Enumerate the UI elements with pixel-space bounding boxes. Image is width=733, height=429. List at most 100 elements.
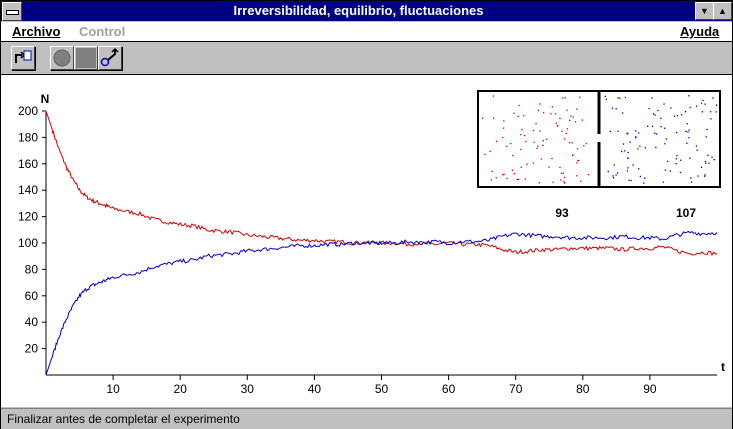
- x-tick-label-80: 80: [576, 382, 590, 396]
- y-tick-label-60: 60: [25, 289, 39, 303]
- particle-left: [520, 134, 522, 136]
- particle-left: [532, 129, 535, 132]
- particle-right: [635, 136, 637, 139]
- particle-right: [617, 172, 619, 174]
- particle-right: [673, 115, 676, 117]
- particle-left: [585, 142, 587, 145]
- particle-left: [556, 125, 558, 127]
- title-bar[interactable]: Irreversibilidad, equilibrio, fluctuacio…: [1, 1, 732, 21]
- particle-left: [578, 159, 580, 162]
- chart: N t 20 40 60 80 100 120 140 160 180 200 10 20 30 40 50…: [18, 90, 725, 396]
- particle-left: [542, 144, 544, 146]
- particle-right: [680, 114, 683, 116]
- minimize-icon[interactable]: ▼: [695, 2, 714, 20]
- particle-right: [627, 167, 629, 169]
- y-tick-label-20: 20: [25, 342, 39, 356]
- particle-box: [477, 90, 721, 188]
- menu-bar: Archivo Control Ayuda: [1, 22, 732, 42]
- menu-ayuda[interactable]: Ayuda: [680, 24, 719, 39]
- particle-left: [532, 162, 534, 164]
- particle-right: [623, 150, 626, 152]
- particle-right: [688, 129, 690, 131]
- particle-right: [654, 132, 656, 134]
- particle-right: [700, 166, 703, 168]
- particle-left: [583, 145, 585, 147]
- particle-right: [613, 164, 615, 166]
- left-count: 93: [555, 206, 569, 220]
- particle-left: [518, 104, 520, 107]
- particle-right: [655, 146, 657, 149]
- particle-left: [576, 162, 578, 164]
- particle-left: [502, 174, 504, 176]
- particle-left: [511, 169, 514, 171]
- particle-right: [703, 175, 706, 177]
- particle-left: [503, 120, 505, 122]
- particle-left: [587, 174, 590, 176]
- particle-left: [574, 121, 577, 123]
- menu-ayuda-label: Ayuda: [680, 24, 720, 39]
- particle-left: [523, 115, 525, 117]
- particle-left: [502, 136, 504, 139]
- particle-left: [562, 97, 564, 99]
- particle-right: [615, 174, 617, 176]
- menu-control-label: Control: [79, 24, 126, 39]
- particle-left: [539, 103, 541, 105]
- particle-right: [627, 157, 629, 159]
- particle-right: [670, 107, 672, 109]
- particle-right: [665, 138, 667, 140]
- menu-archivo[interactable]: Archivo: [12, 24, 60, 39]
- particle-left: [502, 127, 505, 129]
- particle-left: [524, 178, 526, 180]
- stop-button[interactable]: [74, 46, 98, 70]
- particle-left: [533, 141, 535, 143]
- particle-left: [565, 132, 567, 134]
- y-tick-label-100: 100: [18, 236, 38, 250]
- particle-left: [536, 147, 538, 149]
- step-button[interactable]: [98, 46, 122, 70]
- particle-left: [538, 182, 540, 184]
- right-count: 107: [676, 206, 696, 220]
- particle-right: [615, 108, 617, 110]
- particle-left: [562, 172, 564, 174]
- particle-left: [517, 178, 520, 181]
- particle-left: [559, 166, 561, 168]
- particle-right: [708, 162, 710, 164]
- particle-right: [643, 182, 645, 184]
- particle-left: [490, 179, 492, 181]
- particle-right: [705, 136, 707, 138]
- particle-right: [711, 156, 713, 158]
- y-tick-label-180: 180: [18, 130, 38, 144]
- particle-left: [537, 109, 540, 112]
- new-run-button[interactable]: [11, 46, 35, 70]
- particle-left: [580, 180, 582, 182]
- particle-left: [520, 166, 522, 168]
- particle-left: [546, 138, 548, 140]
- particle-left: [577, 159, 579, 162]
- y-tick-label-80: 80: [25, 262, 39, 276]
- particle-right: [652, 113, 655, 115]
- particle-right: [684, 111, 687, 113]
- particle-left: [560, 172, 563, 175]
- particle-left: [513, 173, 516, 175]
- particle-left: [566, 128, 568, 130]
- particle-right: [713, 159, 715, 161]
- particle-right: [687, 131, 689, 133]
- record-button[interactable]: [50, 46, 74, 70]
- particle-left: [510, 142, 512, 145]
- particle-left: [561, 130, 563, 132]
- particle-left: [579, 96, 581, 98]
- maximize-icon[interactable]: ▲: [713, 2, 732, 20]
- system-menu-icon[interactable]: [2, 2, 22, 21]
- particle-right: [715, 111, 717, 113]
- particle-right: [680, 159, 682, 161]
- particle-right: [675, 158, 677, 160]
- particle-left: [491, 170, 493, 173]
- particle-right: [704, 160, 707, 163]
- particle-left: [564, 182, 566, 184]
- status-text: Finalizar antes de completar el experime…: [7, 412, 240, 426]
- particle-right: [638, 168, 640, 170]
- particle-right: [705, 162, 707, 164]
- particle-right: [696, 149, 698, 151]
- particle-right: [697, 175, 699, 177]
